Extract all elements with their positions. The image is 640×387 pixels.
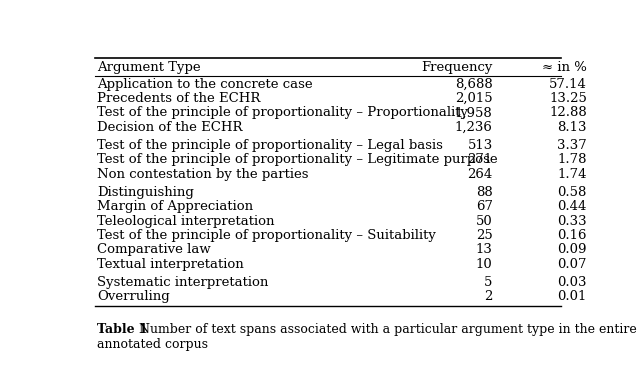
Text: 1.74: 1.74 [557,168,587,181]
Text: 0.01: 0.01 [557,291,587,303]
Text: 13: 13 [476,243,493,257]
Text: 57.14: 57.14 [549,78,587,91]
Text: Precedents of the ECHR: Precedents of the ECHR [97,92,260,105]
Text: Test of the principle of proportionality – Legitimate purpose: Test of the principle of proportionality… [97,153,498,166]
Text: Application to the concrete case: Application to the concrete case [97,78,313,91]
Text: 5: 5 [484,276,493,289]
Text: Comparative law: Comparative law [97,243,211,257]
Text: 264: 264 [467,168,493,181]
Text: Margin of Appreciation: Margin of Appreciation [97,200,253,214]
Text: 0.09: 0.09 [557,243,587,257]
Text: 67: 67 [476,200,493,214]
Text: Textual interpretation: Textual interpretation [97,258,244,271]
Text: 0.58: 0.58 [557,186,587,199]
Text: Argument Type: Argument Type [97,61,201,74]
Text: Decision of the ECHR: Decision of the ECHR [97,121,243,134]
Text: 0.33: 0.33 [557,215,587,228]
Text: Teleological interpretation: Teleological interpretation [97,215,275,228]
Text: 12.88: 12.88 [549,106,587,119]
Text: 13.25: 13.25 [549,92,587,105]
Text: 1,236: 1,236 [455,121,493,134]
Text: 0.44: 0.44 [557,200,587,214]
Text: 1,958: 1,958 [455,106,493,119]
Text: ≈ in %: ≈ in % [542,61,587,74]
Text: annotated corpus: annotated corpus [97,338,209,351]
Text: 2,015: 2,015 [455,92,493,105]
Text: Test of the principle of proportionality – Legal basis: Test of the principle of proportionality… [97,139,444,152]
Text: 10: 10 [476,258,493,271]
Text: 8,688: 8,688 [455,78,493,91]
Text: Frequency: Frequency [421,61,493,74]
Text: 1.78: 1.78 [557,153,587,166]
Text: 0.07: 0.07 [557,258,587,271]
Text: 50: 50 [476,215,493,228]
Text: Overruling: Overruling [97,291,170,303]
Text: Distinguishing: Distinguishing [97,186,194,199]
Text: 0.03: 0.03 [557,276,587,289]
Text: 3.37: 3.37 [557,139,587,152]
Text: Table 1: Table 1 [97,323,148,336]
Text: 0.16: 0.16 [557,229,587,242]
Text: 25: 25 [476,229,493,242]
Text: 513: 513 [467,139,493,152]
Text: 2: 2 [484,291,493,303]
Text: Systematic interpretation: Systematic interpretation [97,276,269,289]
Text: Test of the principle of proportionality – Suitability: Test of the principle of proportionality… [97,229,436,242]
Text: 8.13: 8.13 [557,121,587,134]
Text: Test of the principle of proportionality – Proportionality: Test of the principle of proportionality… [97,106,468,119]
Text: 271: 271 [467,153,493,166]
Text: Number of text spans associated with a particular argument type in the entire: Number of text spans associated with a p… [131,323,637,336]
Text: 88: 88 [476,186,493,199]
Text: Non contestation by the parties: Non contestation by the parties [97,168,309,181]
